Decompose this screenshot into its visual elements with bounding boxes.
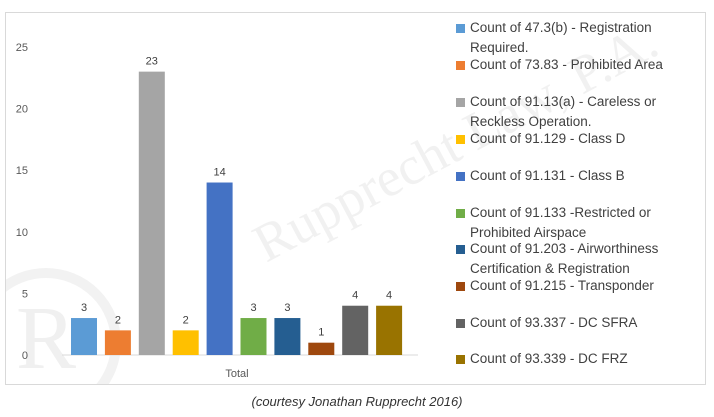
data-label: 4 — [386, 290, 392, 302]
y-tick-label: 0 — [22, 350, 28, 362]
legend-label: Count of 91.133 -Restricted or Prohibite… — [470, 205, 651, 240]
bar — [138, 71, 165, 355]
bar — [342, 305, 369, 355]
legend-swatch — [456, 319, 465, 328]
data-label: 2 — [115, 314, 121, 326]
legend-swatch — [456, 24, 465, 33]
data-label: 3 — [250, 302, 256, 314]
data-label: 4 — [352, 290, 358, 302]
bar — [172, 330, 199, 355]
y-tick-label: 15 — [16, 165, 28, 177]
x-category-label: Total — [225, 368, 248, 380]
legend-label: Count of 47.3(b) - Registration Required… — [470, 20, 652, 55]
data-label: 23 — [146, 56, 158, 68]
legend-label: Count of 91.131 - Class B — [470, 168, 625, 183]
legend-swatch — [456, 135, 465, 144]
data-label: 2 — [183, 314, 189, 326]
legend-swatch — [456, 209, 465, 218]
legend-label: Count of 91.13(a) - Careless or Reckless… — [470, 94, 657, 129]
legend-label: Count of 91.203 - Airworthiness Certific… — [470, 241, 659, 276]
watermark: R Rupprecht Law, P.A. — [6, 13, 667, 385]
bar — [376, 305, 403, 355]
bar — [308, 342, 335, 355]
legend-swatch — [456, 355, 465, 364]
bar — [104, 330, 131, 355]
legend-swatch — [456, 98, 465, 107]
legend-label: Count of 91.215 - Transponder — [470, 278, 654, 293]
bar — [240, 318, 267, 355]
legend-swatch — [456, 172, 465, 181]
data-label: 14 — [213, 167, 225, 179]
bar — [71, 318, 97, 355]
y-tick-label: 25 — [16, 42, 28, 54]
y-tick-label: 10 — [16, 227, 28, 239]
caption: (courtesy Jonathan Rupprecht 2016) — [251, 394, 463, 409]
legend-label: Count of 93.339 - DC FRZ — [470, 351, 628, 366]
legend-swatch — [456, 245, 465, 254]
data-label: 3 — [284, 302, 290, 314]
bar — [206, 182, 233, 355]
data-label: 1 — [318, 327, 324, 339]
legend: Count of 47.3(b) - Registration Required… — [454, 13, 705, 384]
svg-text:R: R — [16, 289, 76, 385]
legend-label: Count of 91.129 - Class D — [470, 131, 626, 146]
legend-swatch — [456, 282, 465, 291]
legend-swatch — [456, 61, 465, 70]
data-label: 3 — [81, 302, 87, 314]
chart-frame: R Rupprecht Law, P.A. 0 5 10 15 20 25 3 2 23 2 14 3… — [5, 12, 706, 385]
y-tick-label: 20 — [16, 104, 28, 116]
legend-label: Count of 93.337 - DC SFRA — [470, 315, 638, 330]
legend-label: Count of 73.83 - Prohibited Area — [470, 57, 663, 72]
bar — [274, 318, 301, 355]
y-tick-label: 5 — [22, 288, 28, 300]
